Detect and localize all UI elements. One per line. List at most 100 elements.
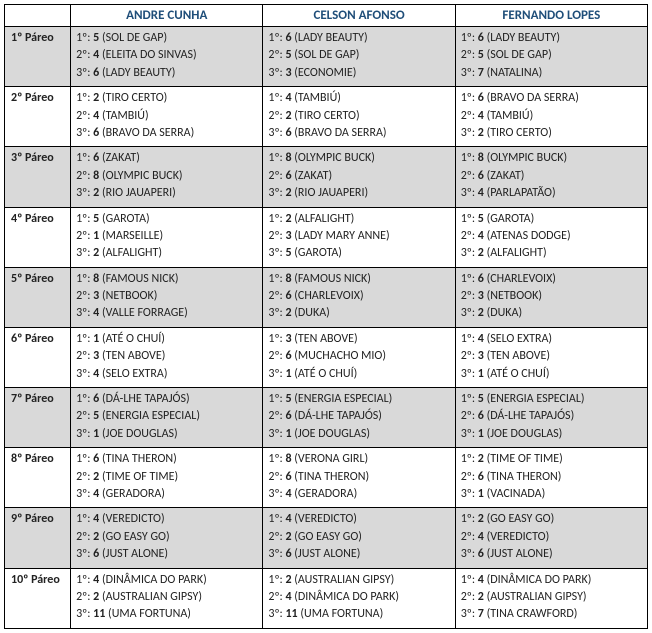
pick-cell: 1º: 2 (ALFALIGHT)2º: 3 (LADY MARY ANNE)3… <box>263 207 455 267</box>
pick-line: 1º: 5 (ENERGIA ESPECIAL) <box>461 391 642 408</box>
pick-cell: 1º: 8 (FAMOUS NICK)2º: 6 (CHARLEVOIX)3º:… <box>263 267 455 327</box>
pick-line: 2º: 4 (TAMBIÚ) <box>76 108 257 125</box>
header-col-2: CELSON AFONSO <box>263 5 455 27</box>
pick-line: 1º: 8 (FAMOUS NICK) <box>268 271 449 288</box>
pick-cell: 1º: 5 (ENERGIA ESPECIAL)2º: 6 (DÁ-LHE TA… <box>455 388 647 448</box>
pick-cell: 1º: 4 (TAMBIÚ)2º: 2 (TIRO CERTO)3º: 6 (B… <box>263 87 455 147</box>
pick-line: 2º: 6 (CHARLEVOIX) <box>268 288 449 305</box>
table-row: 3º Páreo 1º: 6 (ZAKAT)2º: 8 (OLYMPIC BUCK… <box>5 147 648 207</box>
pick-line: 3º: 2 (DUKA) <box>461 305 642 322</box>
pick-line: 3º: 2 (TIRO CERTO) <box>461 125 642 142</box>
pick-line: 1º: 6 (BRAVO DA SERRA) <box>461 90 642 107</box>
header-col-3: FERNANDO LOPES <box>455 5 647 27</box>
pick-line: 1º: 2 (ALFALIGHT) <box>268 211 449 228</box>
pick-line: 1º: 6 (TINA THERON) <box>76 451 257 468</box>
pick-line: 2º: 2 (AUSTRALIAN GIPSY) <box>461 589 642 606</box>
pick-line: 3º: 6 (BRAVO DA SERRA) <box>268 125 449 142</box>
pick-line: 3º: 1 (ATÉ O CHUÍ) <box>268 366 449 383</box>
pareo-label: 6º Páreo <box>5 327 71 387</box>
pick-line: 3º: 4 (SELO EXTRA) <box>76 366 257 383</box>
predictions-table: ANDRE CUNHA CELSON AFONSO FERNANDO LOPES… <box>4 4 648 629</box>
pick-line: 3º: 1 (JOE DOUGLAS) <box>76 426 257 443</box>
pick-line: 1º: 2 (AUSTRALIAN GIPSY) <box>268 572 449 589</box>
pick-line: 1º: 6 (CHARLEVOIX) <box>461 271 642 288</box>
table-row: 7º Páreo1º: 6 (DÁ-LHE TAPAJÓS)2º: 5 (ENE… <box>5 388 648 448</box>
pick-line: 2º: 2 (AUSTRALIAN GIPSY) <box>76 589 257 606</box>
pick-line: 2º: 4 (TAMBIÚ) <box>461 108 642 125</box>
pick-line: 3º: 4 (GERADORA) <box>76 486 257 503</box>
pick-cell: 1º: 6 (CHARLEVOIX)2º: 3 (NETBOOK)3º: 2 (… <box>455 267 647 327</box>
pick-line: 2º: 8 (OLYMPIC BUCK) <box>76 168 257 185</box>
pareo-label: 4º Páreo <box>5 207 71 267</box>
pick-cell: 1º: 8 (FAMOUS NICK)2º: 3 (NETBOOK)3º: 4 … <box>71 267 263 327</box>
pick-line: 1º: 5 (SOL DE GAP) <box>76 30 257 47</box>
pareo-label: 3º Páreo <box>5 147 71 207</box>
table-row: 2º Páreo1º: 2 (TIRO CERTO)2º: 4 (TAMBIÚ)… <box>5 87 648 147</box>
pick-line: 3º: 6 (JUST ALONE) <box>268 546 449 563</box>
pareo-label: 10º Páreo <box>5 568 71 628</box>
pick-line: 1º: 6 (ZAKAT) <box>76 150 257 167</box>
pick-line: 3º: 2 (ALFALIGHT) <box>461 245 642 262</box>
pick-line: 2º: 3 (LADY MARY ANNE) <box>268 228 449 245</box>
pick-line: 1º: 4 (VEREDICTO) <box>76 511 257 528</box>
pareo-label: 1º Páreo <box>5 27 71 87</box>
pick-line: 1º: 5 (GAROTA) <box>461 211 642 228</box>
pick-line: 3º: 6 (BRAVO DA SERRA) <box>76 125 257 142</box>
pick-cell: 1º: 5 (SOL DE GAP)2º: 4 (ELEITA DO SINVA… <box>71 27 263 87</box>
table-row: 1º Páreo1º: 5 (SOL DE GAP)2º: 4 (ELEITA … <box>5 27 648 87</box>
pick-line: 2º: 4 (ATENAS DODGE) <box>461 228 642 245</box>
pick-line: 2º: 6 (ZAKAT) <box>268 168 449 185</box>
table-row: 5º Páreo1º: 8 (FAMOUS NICK)2º: 3 (NETBOO… <box>5 267 648 327</box>
pick-line: 1º: 4 (DINÂMICA DO PARK) <box>76 572 257 589</box>
pick-line: 1º: 6 (DÁ-LHE TAPAJÓS) <box>76 391 257 408</box>
pick-line: 2º: 2 (TIRO CERTO) <box>268 108 449 125</box>
pick-line: 1º: 5 (GAROTA) <box>76 211 257 228</box>
pick-cell: 1º: 2 (AUSTRALIAN GIPSY)2º: 4 (DINÂMICA … <box>263 568 455 628</box>
header-col-1: ANDRE CUNHA <box>71 5 263 27</box>
pick-line: 2º: 5 (SOL DE GAP) <box>268 47 449 64</box>
pick-line: 1º: 2 (TIRO CERTO) <box>76 90 257 107</box>
pick-line: 3º: 2 (RIO JAUAPERI) <box>268 185 449 202</box>
pick-line: 2º: 6 (DÁ-LHE TAPAJÓS) <box>461 408 642 425</box>
pick-cell: 1º: 4 (DINÂMICA DO PARK)2º: 2 (AUSTRALIA… <box>71 568 263 628</box>
pick-cell: 1º: 4 (VEREDICTO)2º: 2 (GO EASY GO)3º: 6… <box>71 508 263 568</box>
table-row: 6º Páreo 1º: 1 (ATÉ O CHUÍ)2º: 3 (TEN ABO… <box>5 327 648 387</box>
pick-line: 3º: 6 (JUST ALONE) <box>76 546 257 563</box>
pick-line: 1º: 8 (OLYMPIC BUCK) <box>268 150 449 167</box>
pick-cell: 1º: 8 (OLYMPIC BUCK)2º: 6 (ZAKAT)3º: 4 (… <box>455 147 647 207</box>
pareo-label: 9º Páreo <box>5 508 71 568</box>
pick-cell: 1º: 5 (GAROTA)2º: 1 (MARSEILLE)3º: 2 (AL… <box>71 207 263 267</box>
pareo-label: 8º Páreo <box>5 448 71 508</box>
pick-line: 3º: 5 (GAROTA) <box>268 245 449 262</box>
pick-line: 3º: 6 (LADY BEAUTY) <box>76 65 257 82</box>
pick-line: 3º: 11 (UMA FORTUNA) <box>268 606 449 623</box>
pick-line: 3º: 1 (JOE DOUGLAS) <box>268 426 449 443</box>
pick-line: 1º: 8 (FAMOUS NICK) <box>76 271 257 288</box>
pick-line: 2º: 2 (GO EASY GO) <box>76 529 257 546</box>
pick-line: 3º: 7 (NATALINA) <box>461 65 642 82</box>
pick-line: 1º: 8 (VERONA GIRL) <box>268 451 449 468</box>
pick-line: 3º: 4 (GERADORA) <box>268 486 449 503</box>
pick-line: 3º: 6 (JUST ALONE) <box>461 546 642 563</box>
pick-line: 1º: 2 (GO EASY GO) <box>461 511 642 528</box>
pick-line: 2º: 3 (NETBOOK) <box>76 288 257 305</box>
pick-line: 1º: 3 (TEN ABOVE) <box>268 331 449 348</box>
pick-line: 3º: 3 (ECONOMIE) <box>268 65 449 82</box>
pick-line: 2º: 3 (TEN ABOVE) <box>76 348 257 365</box>
pick-line: 3º: 4 (VALLE FORRAGE) <box>76 305 257 322</box>
pick-line: 2º: 3 (NETBOOK) <box>461 288 642 305</box>
pick-line: 2º: 1 (MARSEILLE) <box>76 228 257 245</box>
pick-line: 2º: 2 (GO EASY GO) <box>268 529 449 546</box>
pick-line: 2º: 6 (TINA THERON) <box>268 469 449 486</box>
pareo-label: 2º Páreo <box>5 87 71 147</box>
pick-line: 1º: 4 (DINÂMICA DO PARK) <box>461 572 642 589</box>
pick-line: 3º: 1 (JOE DOUGLAS) <box>461 426 642 443</box>
pick-line: 1º: 1 (ATÉ O CHUÍ) <box>76 331 257 348</box>
table-row: 9º Páreo1º: 4 (VEREDICTO)2º: 2 (GO EASY … <box>5 508 648 568</box>
pick-line: 2º: 6 (DÁ-LHE TAPAJÓS) <box>268 408 449 425</box>
pick-cell: 1º: 3 (TEN ABOVE)2º: 6 (MUCHACHO MIO)3º:… <box>263 327 455 387</box>
pick-line: 1º: 6 (LADY BEAUTY) <box>461 30 642 47</box>
pick-cell: 1º: 2 (TIME OF TIME)2º: 6 (TINA THERON)3… <box>455 448 647 508</box>
pick-line: 3º: 2 (RIO JAUAPERI) <box>76 185 257 202</box>
pick-line: 1º: 8 (OLYMPIC BUCK) <box>461 150 642 167</box>
